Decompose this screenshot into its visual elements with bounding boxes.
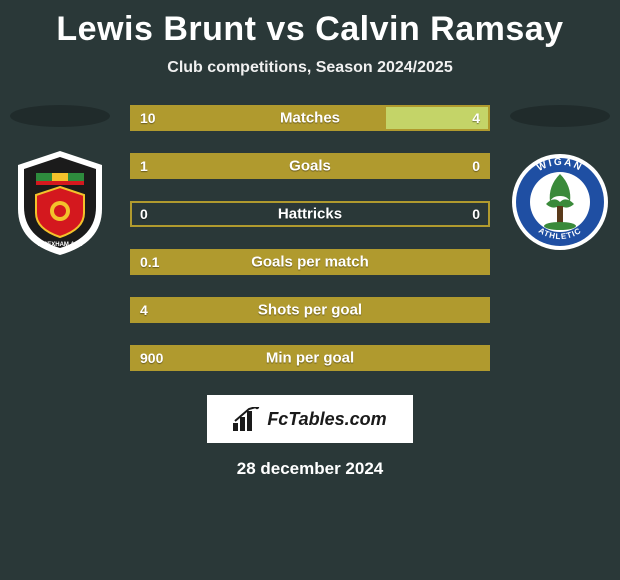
right-shadow-ellipse <box>510 105 610 127</box>
left-shadow-ellipse <box>10 105 110 127</box>
wigan-crest-icon: WIGAN ATHLETIC <box>510 152 610 252</box>
stat-bar: Hattricks0 0 <box>130 201 490 227</box>
comparison-bars: Matches104 Goals10 Hattricks0 0 Goals per ma… <box>110 105 510 371</box>
stat-bar: Shots per goal4 <box>130 297 490 323</box>
stat-bar: Min per goal900 <box>130 345 490 371</box>
page-title: Lewis Brunt vs Calvin Ramsay <box>0 0 620 49</box>
left-team-crest: WREXHAM AFC <box>10 147 110 257</box>
bar-fill-left <box>132 107 386 129</box>
stat-bar: Matches104 <box>130 105 490 131</box>
watermark: FcTables.com <box>207 395 413 443</box>
right-crest-column: WIGAN ATHLETIC <box>510 105 610 257</box>
comparison-row: WREXHAM AFC Matches104 Goals10 Hattricks0 0… <box>0 105 620 371</box>
bar-fill-right <box>386 107 488 129</box>
bar-fill-left <box>132 155 488 177</box>
bar-fill-left <box>132 347 488 369</box>
right-team-crest: WIGAN ATHLETIC <box>510 147 610 257</box>
wrexham-crest-icon: WREXHAM AFC <box>10 147 110 257</box>
subtitle: Club competitions, Season 2024/2025 <box>0 59 620 77</box>
svg-text:WREXHAM AFC: WREXHAM AFC <box>37 242 83 248</box>
bar-fill-left <box>132 251 488 273</box>
bar-label: Hattricks <box>132 206 488 223</box>
watermark-text: FcTables.com <box>267 409 386 430</box>
date-text: 28 december 2024 <box>0 459 620 479</box>
bar-value-right: 0 <box>472 206 480 222</box>
left-crest-column: WREXHAM AFC <box>10 105 110 257</box>
bar-fill-left <box>132 299 488 321</box>
stat-bar: Goals per match0.1 <box>130 249 490 275</box>
stat-bar: Goals10 <box>130 153 490 179</box>
bar-value-left: 0 <box>140 206 148 222</box>
fctables-logo-icon <box>233 407 261 431</box>
